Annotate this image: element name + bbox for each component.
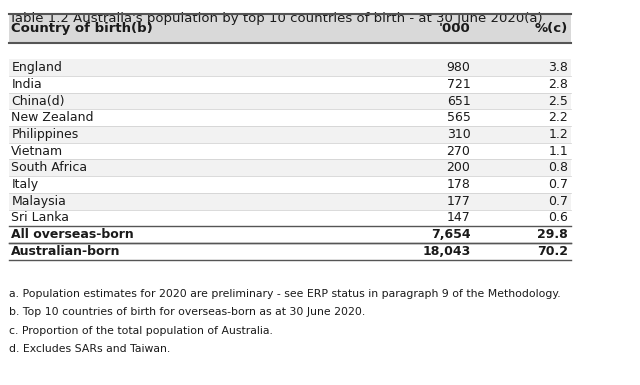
Text: 0.7: 0.7	[548, 178, 568, 191]
Text: England: England	[12, 61, 62, 74]
Text: Sri Lanka: Sri Lanka	[12, 211, 69, 224]
Text: South Africa: South Africa	[12, 161, 88, 174]
Text: 1.2: 1.2	[548, 128, 568, 141]
Text: Malaysia: Malaysia	[12, 195, 67, 208]
Text: China(d): China(d)	[12, 95, 65, 107]
Text: 177: 177	[447, 195, 470, 208]
Text: 2.5: 2.5	[548, 95, 568, 107]
Text: 0.6: 0.6	[548, 211, 568, 224]
Text: Australian-born: Australian-born	[12, 245, 121, 258]
Bar	[8, 109, 571, 126]
Text: 29.8: 29.8	[537, 228, 568, 241]
Bar	[8, 159, 571, 176]
Text: 7,654: 7,654	[431, 228, 470, 241]
Text: 200: 200	[447, 161, 470, 174]
Bar	[8, 126, 571, 143]
Text: 147: 147	[447, 211, 470, 224]
Bar	[8, 143, 571, 159]
Text: c. Proportion of the total population of Australia.: c. Proportion of the total population of…	[8, 326, 273, 336]
Bar	[8, 93, 571, 109]
Text: 3.8: 3.8	[548, 61, 568, 74]
Text: %(c): %(c)	[535, 22, 568, 35]
Text: d. Excludes SARs and Taiwan.: d. Excludes SARs and Taiwan.	[8, 344, 170, 354]
Text: Table 1.2 Australia's population by top 10 countries of birth - at 30 June 2020(: Table 1.2 Australia's population by top …	[8, 12, 542, 25]
Text: 270: 270	[447, 145, 470, 157]
Text: 980: 980	[447, 61, 470, 74]
Text: All overseas-born: All overseas-born	[12, 228, 134, 241]
Bar	[8, 209, 571, 226]
Bar	[8, 59, 571, 76]
Text: 2.2: 2.2	[548, 111, 568, 124]
Text: 651: 651	[447, 95, 470, 107]
Text: 70.2: 70.2	[537, 245, 568, 258]
Text: 565: 565	[447, 111, 470, 124]
Bar	[8, 193, 571, 209]
Text: Vietnam: Vietnam	[12, 145, 63, 157]
Bar	[8, 243, 571, 259]
Text: '000: '000	[439, 22, 470, 35]
Text: New Zealand: New Zealand	[12, 111, 94, 124]
Bar	[8, 226, 571, 243]
Text: a. Population estimates for 2020 are preliminary - see ERP status in paragraph 9: a. Population estimates for 2020 are pre…	[8, 289, 560, 299]
Text: Country of birth(b): Country of birth(b)	[12, 22, 153, 35]
Text: 0.8: 0.8	[548, 161, 568, 174]
Text: 2.8: 2.8	[548, 78, 568, 91]
Text: 18,043: 18,043	[422, 245, 470, 258]
Text: 1.1: 1.1	[548, 145, 568, 157]
Text: Italy: Italy	[12, 178, 38, 191]
Bar	[8, 76, 571, 93]
Text: 178: 178	[447, 178, 470, 191]
Bar	[8, 14, 571, 43]
Bar	[8, 176, 571, 193]
Text: 721: 721	[447, 78, 470, 91]
Text: India: India	[12, 78, 42, 91]
Text: 0.7: 0.7	[548, 195, 568, 208]
Text: b. Top 10 countries of birth for overseas-born as at 30 June 2020.: b. Top 10 countries of birth for oversea…	[8, 308, 365, 318]
Text: Philippines: Philippines	[12, 128, 79, 141]
Text: 310: 310	[447, 128, 470, 141]
